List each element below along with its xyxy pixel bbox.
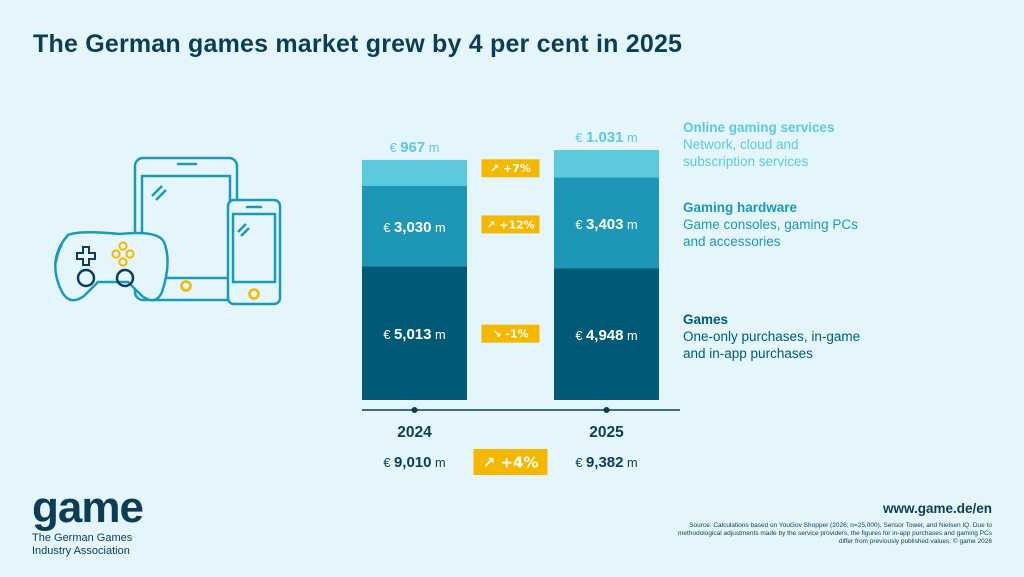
change-badge-gaming-hardware-bg <box>481 215 540 234</box>
logo-subtitle: The German Games Industry Association <box>32 532 133 557</box>
value-label-online-gaming-services-2024: € 967 m <box>390 139 440 156</box>
bar-segment-online-gaming-services-2025 <box>554 150 659 178</box>
bar-segment-games-2025 <box>554 268 659 400</box>
legend-games-desc-2: and in-app purchases <box>683 346 813 361</box>
legend-hardware-desc-1: Game consoles, gaming PCs <box>683 217 858 232</box>
legend-online-title: Online gaming services <box>683 120 835 135</box>
x-tick-label-2025: 2025 <box>589 424 624 441</box>
total-label-2024: € 9,010 m <box>383 454 445 471</box>
legend-online-desc-2: subscription services <box>683 154 809 169</box>
change-badge-online-gaming-services: ↗ +7% <box>490 162 531 175</box>
value-label-online-gaming-services-2025: € 1.031 m <box>575 129 637 146</box>
change-badge-games: ↘ -1% <box>492 328 528 341</box>
x-axis-dot-2024 <box>411 407 418 413</box>
value-label-gaming-hardware-2025: € 3,403 m <box>575 216 637 233</box>
game-logo: game The German Games Industry Associati… <box>32 483 162 558</box>
gamepad-icon <box>54 231 169 302</box>
legend-online-desc-1: Network, cloud and <box>683 137 799 152</box>
legend-hardware-title: Gaming hardware <box>683 200 798 215</box>
bar-segment-gaming-hardware-2024 <box>362 185 467 267</box>
legend-games-desc-1: One-only purchases, in-game <box>683 329 861 344</box>
devices-illustration <box>54 156 282 306</box>
page-title: The German games market grew by 4 per ce… <box>33 30 683 58</box>
bar-segment-games-2024 <box>362 266 467 400</box>
x-axis-dot-2025 <box>603 407 610 413</box>
value-label-games-2025: € 4,948 m <box>575 327 637 344</box>
total-change-badge: ↗ +4% <box>483 453 539 471</box>
change-badge-online-gaming-services-bg <box>481 159 540 178</box>
change-badge-gaming-hardware: ↗ +12% <box>486 218 535 231</box>
logo-wordmark: game <box>32 483 144 532</box>
legend-online-services: Online gaming services Network, cloud an… <box>683 119 835 170</box>
legend-gaming-hardware: Gaming hardware Game consoles, gaming PC… <box>683 199 858 250</box>
website-url[interactable]: www.game.de/en <box>882 501 992 516</box>
bar-segment-gaming-hardware-2025 <box>554 177 659 269</box>
x-tick-label-2024: 2024 <box>397 424 432 441</box>
source-note: Source: Calculations based on YouGov Sho… <box>678 522 992 546</box>
value-label-gaming-hardware-2024: € 3,030 m <box>383 219 445 236</box>
total-change-badge-bg <box>473 449 548 475</box>
total-label-2025: € 9,382 m <box>575 454 637 471</box>
stacked-bar-chart: € 5,013 m € 3,030 m € 967 m € 4,948 m € 3,40… <box>362 129 680 475</box>
legend-hardware-desc-2: and accessories <box>683 234 781 249</box>
bar-segment-online-gaming-services-2024 <box>362 159 467 186</box>
value-label-games-2024: € 5,013 m <box>383 326 445 343</box>
change-badge-games-bg <box>481 324 540 343</box>
legend-games-title: Games <box>683 312 729 327</box>
legend-games: Games One-only purchases, in-game and in… <box>683 311 860 362</box>
smartphone-icon <box>226 198 282 306</box>
